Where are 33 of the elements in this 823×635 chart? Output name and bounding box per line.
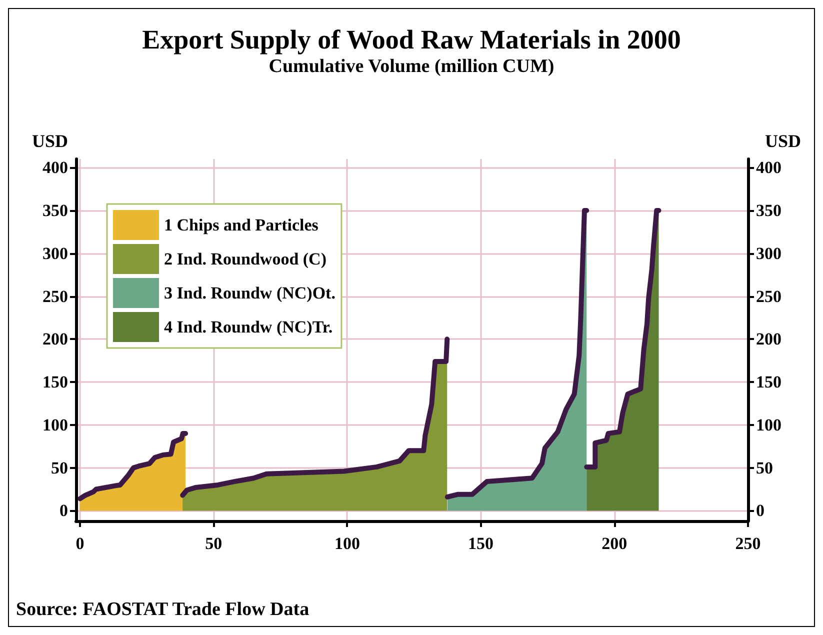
y-tick-label: 150 bbox=[42, 372, 68, 392]
y-tick-label: 0 bbox=[60, 501, 68, 520]
chart-subtitle: Cumulative Volume (million CUM) bbox=[268, 56, 554, 77]
chart-title: Export Supply of Wood Raw Materials in 2000 bbox=[142, 24, 681, 54]
y2-tick-label: 350 bbox=[756, 200, 782, 220]
y2-tick-label: 200 bbox=[756, 330, 782, 349]
source-note: Source: FAOSTAT Trade Flow Data bbox=[16, 599, 310, 620]
y2-tick-label: 50 bbox=[756, 458, 773, 478]
y2-tick-label: 100 bbox=[756, 415, 782, 434]
y2-tick-label: 0 bbox=[756, 501, 764, 520]
y2-tick-label: 300 bbox=[756, 244, 782, 263]
legend-label: 3 Ind. Roundw (NC)Ot. bbox=[164, 284, 336, 302]
y-axis-title: USD bbox=[32, 131, 68, 151]
y2-tick-label: 400 bbox=[756, 158, 782, 178]
x-tick-label: 200 bbox=[602, 534, 628, 553]
y-tick-label: 250 bbox=[42, 286, 68, 306]
x-tick-label: 50 bbox=[205, 534, 222, 553]
y-tick-label: 300 bbox=[42, 244, 68, 263]
x-tick-label: 100 bbox=[334, 534, 360, 553]
y-tick-label: 100 bbox=[42, 415, 68, 434]
x-tick-label: 0 bbox=[76, 534, 84, 553]
y-tick-label: 400 bbox=[42, 158, 68, 178]
y2-tick-label: 250 bbox=[756, 286, 782, 306]
legend-label: 1 Chips and Particles bbox=[164, 216, 319, 234]
y2-axis-title: USD bbox=[764, 131, 802, 151]
y-tick-label: 350 bbox=[42, 200, 68, 220]
legend-label: 2 Ind. Roundwood (C) bbox=[164, 250, 326, 268]
x-tick-label: 150 bbox=[468, 534, 494, 553]
y-tick-label: 200 bbox=[42, 330, 68, 349]
y2-tick-label: 150 bbox=[756, 372, 782, 392]
x-tick-label: 250 bbox=[735, 534, 761, 553]
y-tick-label: 50 bbox=[51, 458, 68, 478]
legend-label: 4 Ind. Roundw (NC)Tr. bbox=[164, 318, 333, 336]
